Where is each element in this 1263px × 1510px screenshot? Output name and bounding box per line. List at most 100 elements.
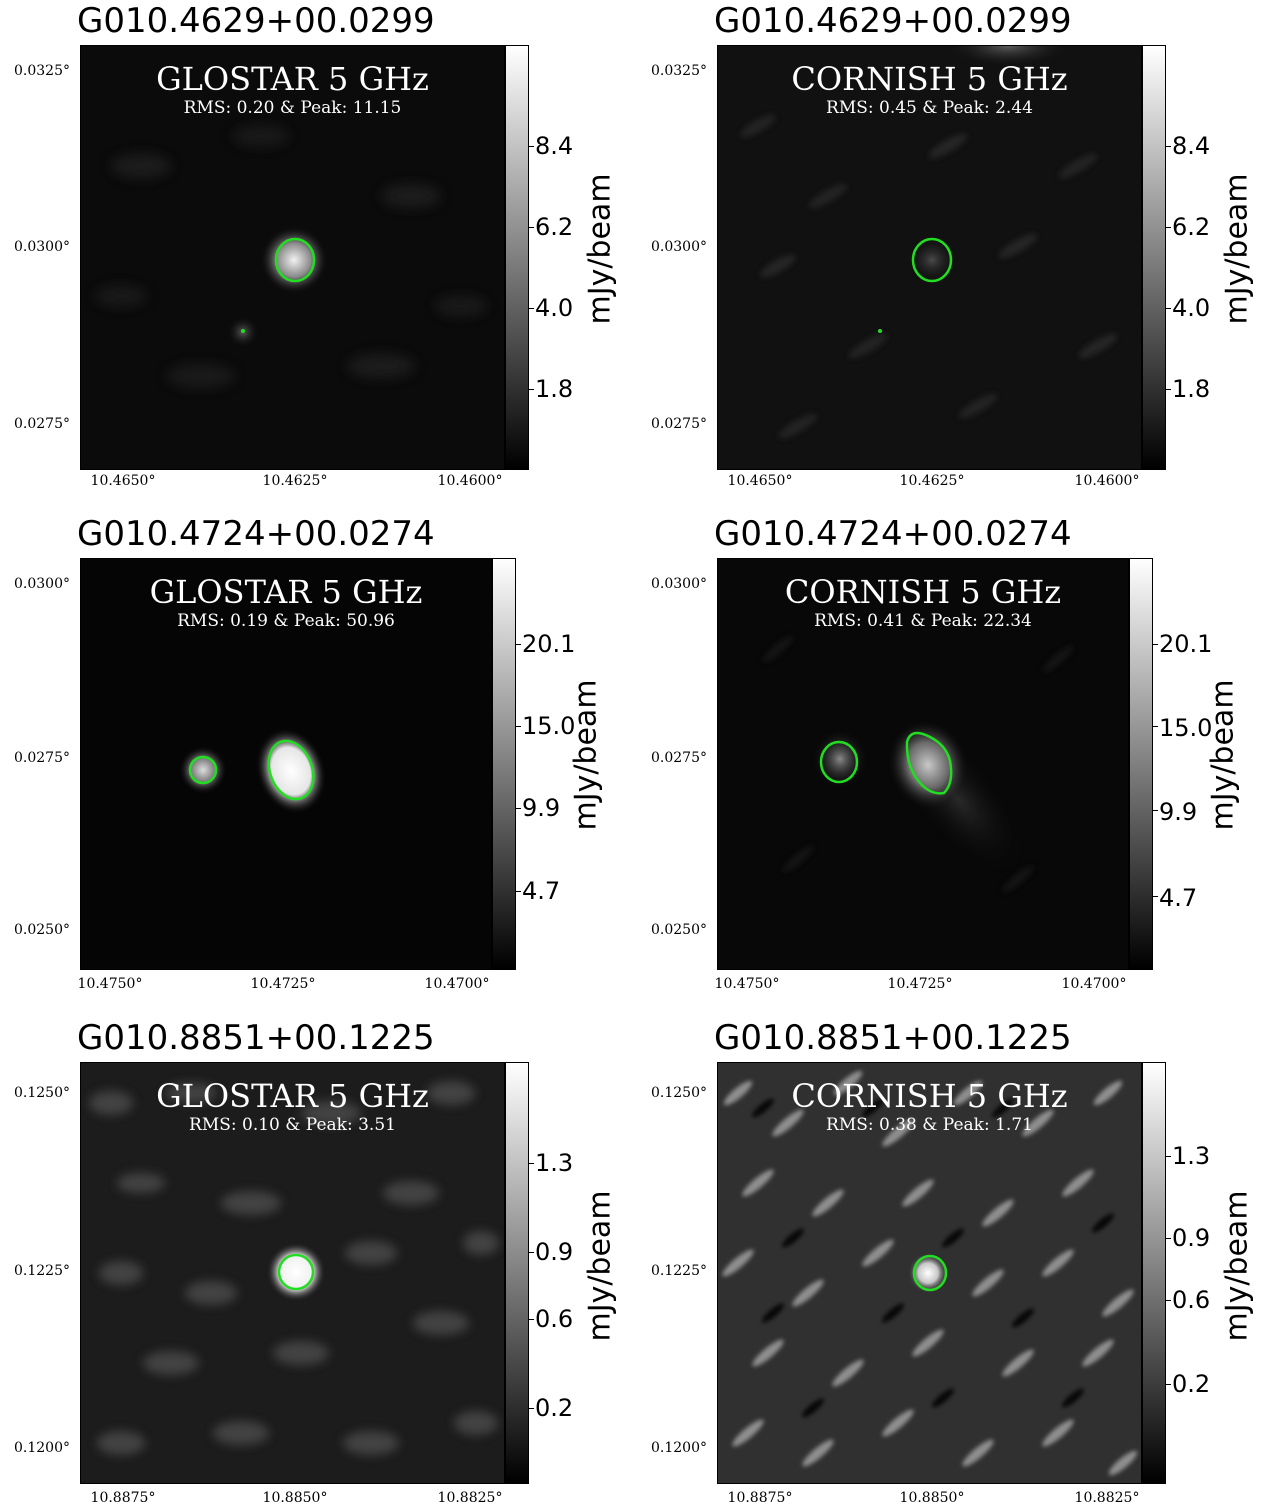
source-contour xyxy=(912,1254,948,1292)
panel-title: G010.4629+00.0299 xyxy=(77,1,435,41)
colorbar-tick: 8.4 xyxy=(1172,132,1211,160)
ytick: 0.1250° xyxy=(651,1085,707,1101)
ytick: 0.0275° xyxy=(651,750,707,766)
source-marker xyxy=(878,329,882,333)
stats-label: RMS: 0.41 & Peak: 22.34 xyxy=(814,611,1032,631)
panel-title: G010.4629+00.0299 xyxy=(714,1,1072,41)
radio-image: CORNISH 5 GHz RMS: 0.45 & Peak: 2.44 xyxy=(717,45,1142,470)
ytick: 0.1200° xyxy=(651,1440,707,1456)
source-contour xyxy=(905,731,953,795)
source-contour xyxy=(274,237,316,283)
ytick: 0.0275° xyxy=(14,416,70,432)
colorbar-tick: 8.4 xyxy=(535,132,574,160)
ytick: 0.0250° xyxy=(651,922,707,938)
xtick: 10.4725° xyxy=(250,976,316,992)
stats-label: RMS: 0.38 & Peak: 1.71 xyxy=(826,1115,1033,1135)
colorbar-tick: 4.7 xyxy=(522,877,561,905)
colorbar-label: mJy/beam xyxy=(1219,173,1255,325)
colorbar-tick: 0.6 xyxy=(1172,1286,1211,1314)
xtick: 10.4625° xyxy=(899,473,965,489)
ytick: 0.0275° xyxy=(651,416,707,432)
survey-label: CORNISH 5 GHz xyxy=(784,573,1062,611)
source-contour xyxy=(277,1253,315,1291)
stats-label: RMS: 0.45 & Peak: 2.44 xyxy=(826,98,1033,118)
image-svg xyxy=(81,559,491,969)
panel-title: G010.8851+00.1225 xyxy=(77,1018,435,1058)
image-svg xyxy=(718,559,1128,969)
ytick: 0.0275° xyxy=(14,750,70,766)
colorbar-tick: 4.7 xyxy=(1159,884,1198,912)
ytick: 0.0300° xyxy=(14,576,70,592)
ytick: 0.0250° xyxy=(14,922,70,938)
colorbar-tick: 9.9 xyxy=(522,794,561,822)
colorbar-tick: 15.0 xyxy=(522,712,576,740)
colorbar-label: mJy/beam xyxy=(1219,1190,1255,1342)
colorbar-tick: 0.9 xyxy=(535,1238,574,1266)
colorbar-tick: 6.2 xyxy=(535,213,574,241)
colorbar-tick: 4.0 xyxy=(535,294,574,322)
xtick: 10.8850° xyxy=(262,1490,328,1506)
image-svg xyxy=(81,46,504,469)
radio-image: GLOSTAR 5 GHz RMS: 0.19 & Peak: 50.96 xyxy=(80,558,492,970)
survey-label: CORNISH 5 GHz xyxy=(791,60,1068,98)
radio-image: CORNISH 5 GHz RMS: 0.41 & Peak: 22.34 xyxy=(717,558,1129,970)
panel-title: G010.8851+00.1225 xyxy=(714,1018,1072,1058)
source-marker xyxy=(241,329,245,333)
xtick: 10.4725° xyxy=(887,976,953,992)
colorbar-tick: 9.9 xyxy=(1159,798,1198,826)
colorbar xyxy=(505,45,529,470)
colorbar-label: mJy/beam xyxy=(582,173,618,325)
colorbar-label: mJy/beam xyxy=(582,1190,618,1342)
radio-image: CORNISH 5 GHz RMS: 0.38 & Peak: 1.71 xyxy=(717,1062,1142,1484)
colorbar-tick: 0.9 xyxy=(1172,1224,1211,1252)
xtick: 10.4750° xyxy=(77,976,143,992)
xtick: 10.8825° xyxy=(437,1490,503,1506)
colorbar-label: mJy/beam xyxy=(568,679,604,831)
survey-label: GLOSTAR 5 GHz xyxy=(156,60,429,98)
colorbar xyxy=(1142,1062,1166,1484)
colorbar-tick: 15.0 xyxy=(1159,714,1213,742)
ytick: 0.1225° xyxy=(14,1263,70,1279)
xtick: 10.4625° xyxy=(262,473,328,489)
stats-label: RMS: 0.10 & Peak: 3.51 xyxy=(189,1115,396,1135)
colorbar xyxy=(492,558,516,970)
ytick: 0.0300° xyxy=(651,239,707,255)
ytick: 0.0325° xyxy=(651,63,707,79)
ytick: 0.0325° xyxy=(14,63,70,79)
colorbar-tick: 4.0 xyxy=(1172,294,1211,322)
colorbar xyxy=(505,1062,529,1484)
colorbar-tick: 0.6 xyxy=(535,1305,574,1333)
colorbar-tick: 20.1 xyxy=(1159,630,1213,658)
xtick: 10.4600° xyxy=(437,473,503,489)
panel-title: G010.4724+00.0274 xyxy=(714,514,1072,554)
source-contour xyxy=(911,237,953,283)
survey-label: CORNISH 5 GHz xyxy=(791,1077,1068,1115)
xtick: 10.8875° xyxy=(727,1490,793,1506)
colorbar xyxy=(1129,558,1153,970)
colorbar-tick: 6.2 xyxy=(1172,213,1211,241)
xtick: 10.4750° xyxy=(714,976,780,992)
colorbar-tick: 0.2 xyxy=(535,1394,574,1422)
colorbar-tick: 1.8 xyxy=(1172,375,1211,403)
survey-label: GLOSTAR 5 GHz xyxy=(149,573,423,611)
xtick: 10.4650° xyxy=(727,473,793,489)
colorbar-tick: 1.3 xyxy=(535,1149,574,1177)
colorbar xyxy=(1142,45,1166,470)
image-svg xyxy=(81,1063,504,1483)
colorbar-tick: 1.8 xyxy=(535,375,574,403)
panel-title: G010.4724+00.0274 xyxy=(77,514,435,554)
image-svg xyxy=(718,46,1141,469)
xtick: 10.8850° xyxy=(899,1490,965,1506)
xtick: 10.4600° xyxy=(1074,473,1140,489)
stats-label: RMS: 0.19 & Peak: 50.96 xyxy=(177,611,395,631)
ytick: 0.0300° xyxy=(651,576,707,592)
survey-label: GLOSTAR 5 GHz xyxy=(156,1077,429,1115)
image-svg xyxy=(718,1063,1141,1483)
ytick: 0.1250° xyxy=(14,1085,70,1101)
source-contour xyxy=(188,755,218,785)
radio-image: GLOSTAR 5 GHz RMS: 0.20 & Peak: 11.15 xyxy=(80,45,505,470)
colorbar-tick: 0.2 xyxy=(1172,1370,1211,1398)
xtick: 10.8875° xyxy=(90,1490,156,1506)
ytick: 0.1225° xyxy=(651,1263,707,1279)
xtick: 10.4700° xyxy=(1061,976,1127,992)
